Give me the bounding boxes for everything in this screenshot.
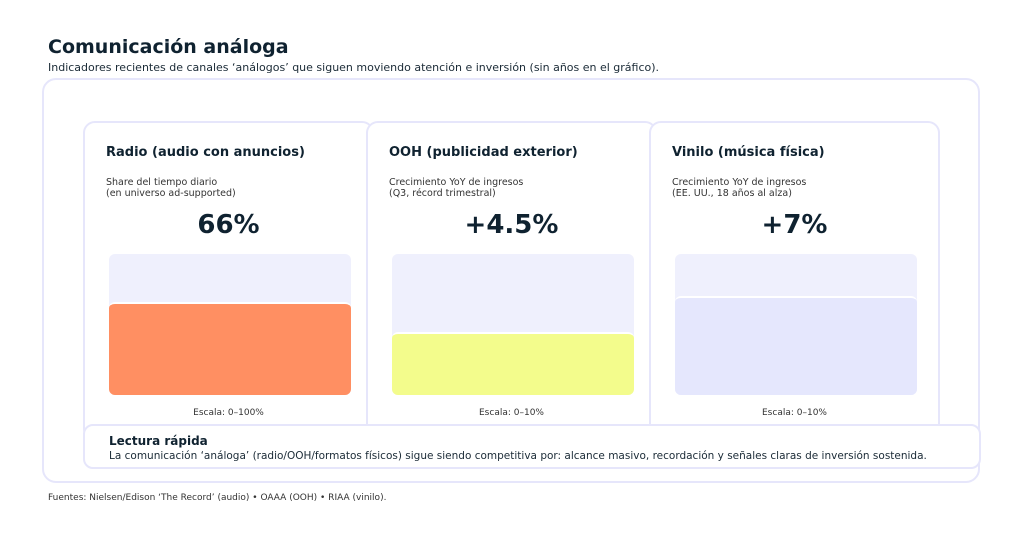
card-vinilo: Vinilo (música física) Crecimiento YoY d… [649, 121, 940, 441]
bar-fill-vinilo [675, 296, 917, 395]
summary-text: La comunicación ‘análoga’ (radio/OOH/for… [109, 450, 927, 462]
card-title: Radio (audio con anuncios) [106, 145, 305, 160]
scale-label: Escala: 0–10% [479, 408, 544, 418]
bar-fill-radio [109, 301, 351, 395]
scale-label: Escala: 0–10% [762, 408, 827, 418]
summary-box: Lectura rápida La comunicación ‘análoga’… [83, 424, 981, 469]
bar-track [675, 254, 917, 395]
card-ooh: OOH (publicidad exterior) Crecimiento Yo… [366, 121, 657, 441]
scale-label: Escala: 0–100% [193, 408, 264, 418]
page-subtitle: Indicadores recientes de canales ‘análog… [48, 61, 660, 74]
card-subtitle: Crecimiento YoY de ingresos (Q3, récord … [389, 177, 524, 199]
card-value: +4.5% [464, 210, 559, 240]
bar-fill-ooh [392, 331, 634, 395]
bar-track [109, 254, 351, 395]
card-radio: Radio (audio con anuncios) Share del tie… [83, 121, 374, 441]
summary-heading: Lectura rápida [109, 434, 208, 448]
card-value: 66% [197, 210, 260, 240]
page-title: Comunicación análoga [48, 36, 289, 58]
card-value: +7% [761, 210, 828, 240]
card-subtitle: Crecimiento YoY de ingresos (EE. UU., 18… [672, 177, 807, 199]
bar-track [392, 254, 634, 395]
chart-panel [42, 78, 980, 483]
card-title: Vinilo (música física) [672, 145, 825, 160]
card-subtitle: Share del tiempo diario (en universo ad-… [106, 177, 236, 199]
card-title: OOH (publicidad exterior) [389, 145, 578, 160]
sources-note: Fuentes: Nielsen/Edison ‘The Record’ (au… [48, 493, 387, 503]
